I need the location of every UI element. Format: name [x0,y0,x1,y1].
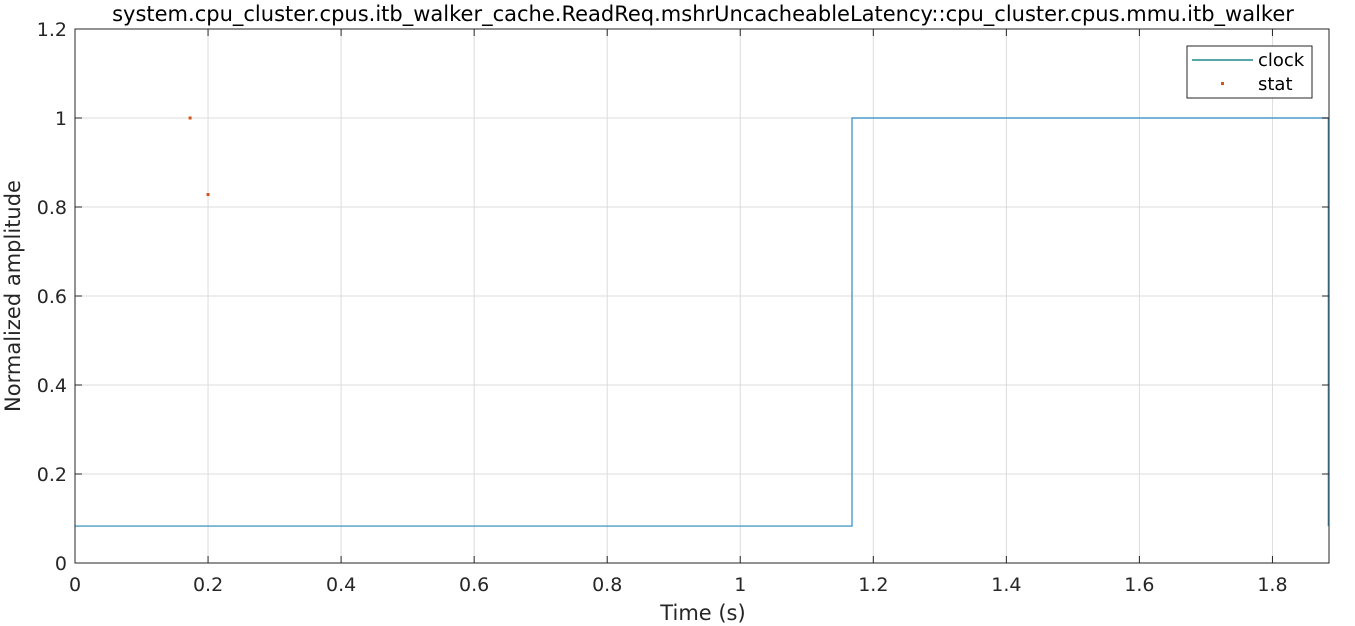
x-tick-label: 1 [734,574,746,596]
legend-clock-label: clock [1258,50,1305,71]
x-tick-label: 1.4 [991,574,1021,596]
legend-stat-swatch [1221,82,1224,85]
y-tick-label: 1.2 [37,19,67,41]
x-axis-label: Time (s) [659,601,745,625]
x-tick-label: 0 [69,574,81,596]
y-tick-label: 0.6 [37,286,67,308]
stat-point [188,116,192,120]
legend[interactable]: clock stat [1186,45,1313,99]
y-tick-label: 0 [55,553,67,575]
axis-ticks: 0 0.2 0.4 0.6 0.8 1 1.2 1.4 1.6 1.8 0 0.2 0.4 0.6 0.8 1… [37,19,1329,596]
x-tick-label: 0.2 [193,574,223,596]
clock-line [75,117,1330,527]
y-tick-label: 0.4 [37,375,67,397]
grid-lines [74,28,1329,564]
x-tick-label: 1.2 [858,574,888,596]
y-tick-label: 1 [55,108,67,130]
legend-stat-label: stat [1258,74,1293,95]
x-tick-label: 0.4 [326,574,356,596]
x-tick-label: 1.6 [1124,574,1154,596]
plot-series [75,116,1330,527]
x-tick-label: 1.8 [1257,574,1287,596]
stat-point [206,193,210,197]
legend-box [1186,45,1313,99]
x-tick-label: 0.8 [592,574,622,596]
chart-title: system.cpu_cluster.cpus.itb_walker_cache… [112,2,1294,27]
y-axis-label: Normalized amplitude [1,180,25,412]
y-tick-label: 0.2 [37,464,67,486]
x-tick-label: 0.6 [459,574,489,596]
y-tick-label: 0.8 [37,197,67,219]
